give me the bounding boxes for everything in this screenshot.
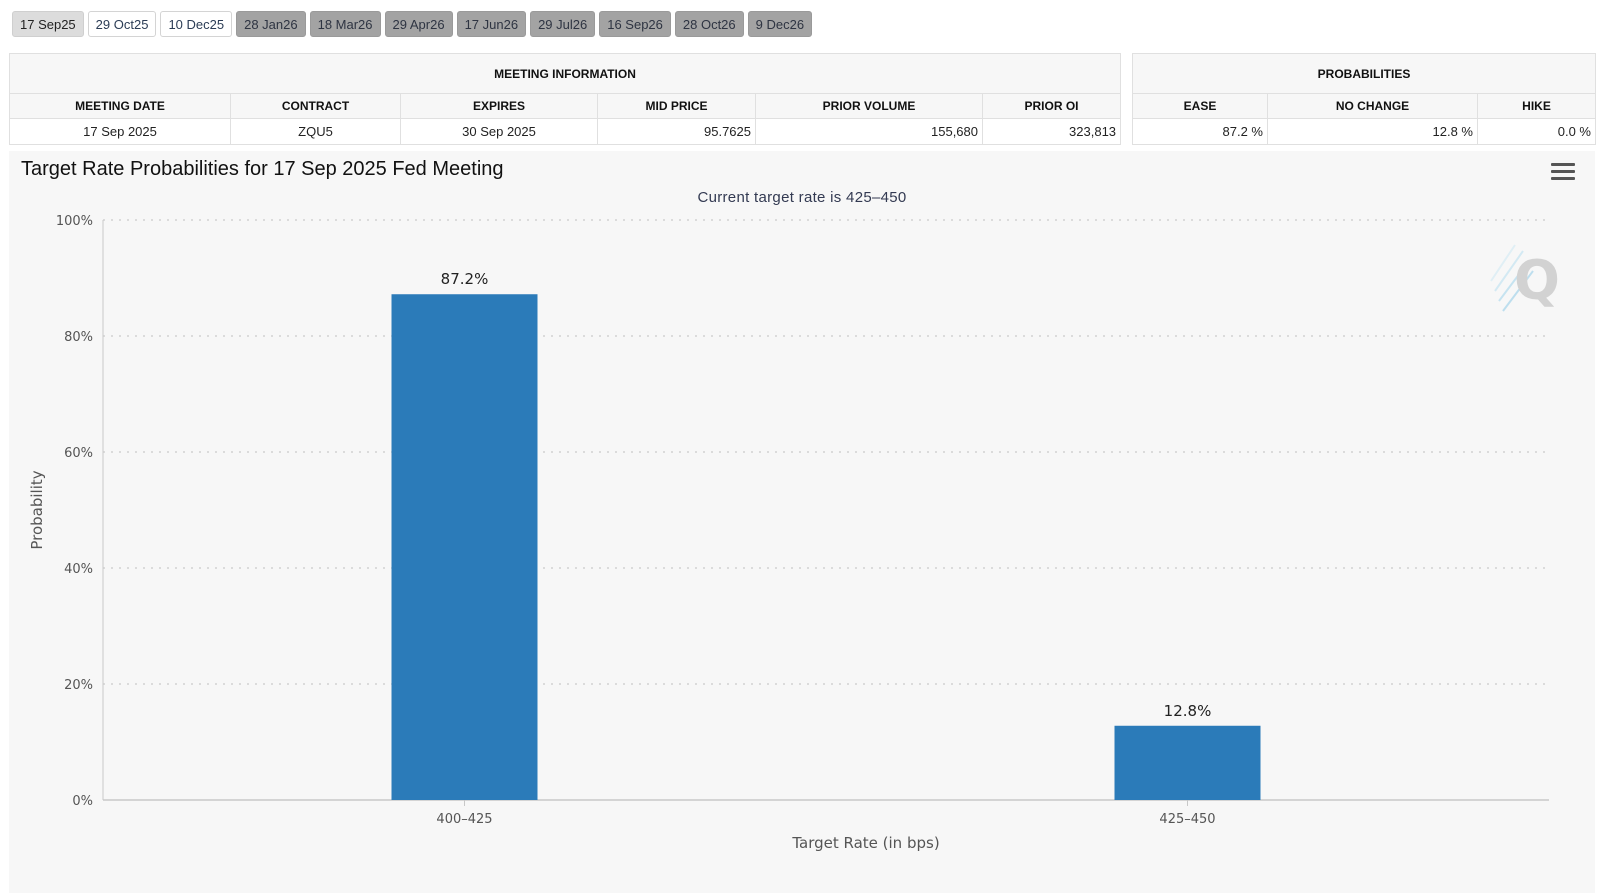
bar-400–425[interactable] — [391, 294, 538, 800]
svg-text:Q: Q — [1514, 249, 1560, 312]
q-logo-watermark: Q — [1490, 244, 1560, 312]
meeting-information-table: MEETING INFORMATION MEETING DATE CONTRAC… — [8, 53, 1122, 145]
header-ease: EASE — [1132, 93, 1268, 119]
chart-title: Target Rate Probabilities for 17 Sep 202… — [21, 158, 504, 180]
no-change-value: 12.8 % — [1267, 118, 1478, 145]
contract-value: ZQU5 — [230, 118, 401, 145]
table-row: 17 Sep 2025 ZQU5 30 Sep 2025 95.7625 155… — [9, 118, 1122, 145]
x-tick-label: 425–450 — [1159, 812, 1215, 827]
y-axis-title: Probability — [28, 470, 46, 549]
y-tick-label: 0% — [72, 794, 93, 809]
x-axis-title: Target Rate (in bps) — [791, 834, 939, 852]
y-tick-label: 80% — [64, 330, 93, 345]
header-prior-oi: PRIOR OI — [981, 93, 1122, 119]
y-tick-label: 60% — [64, 446, 93, 461]
header-mid-price: MID PRICE — [597, 93, 756, 119]
probabilities-table: PROBABILITIES EASE NO CHANGE HIKE 87.2 %… — [1132, 53, 1596, 145]
prior-volume-value: 155,680 — [755, 118, 983, 145]
mid-price-value: 95.7625 — [597, 118, 756, 145]
tab-meeting-9[interactable]: 28 Oct26 — [674, 11, 744, 37]
expires-value: 30 Sep 2025 — [400, 118, 598, 145]
y-tick-label: 20% — [64, 678, 93, 693]
tab-meeting-0[interactable]: 17 Sep25 — [12, 11, 84, 37]
bar-data-label: 12.8% — [1164, 702, 1212, 720]
header-no-change: NO CHANGE — [1267, 93, 1478, 119]
bar-425–450[interactable] — [1114, 725, 1261, 800]
header-contract: CONTRACT — [230, 93, 401, 119]
tab-meeting-10[interactable]: 9 Dec26 — [747, 11, 813, 37]
y-tick-label: 40% — [64, 562, 93, 577]
header-meeting-date: MEETING DATE — [9, 93, 231, 119]
ease-value: 87.2 % — [1132, 118, 1268, 145]
header-hike: HIKE — [1477, 93, 1596, 119]
chart-panel: Target Rate Probabilities for 17 Sep 202… — [9, 151, 1595, 893]
tab-meeting-3[interactable]: 28 Jan26 — [236, 11, 306, 37]
tab-meeting-7[interactable]: 29 Jul26 — [530, 11, 596, 37]
probabilities-title: PROBABILITIES — [1132, 53, 1596, 94]
header-prior-volume: PRIOR VOLUME — [755, 93, 983, 119]
x-tick-label: 400–425 — [436, 812, 492, 827]
bar-data-label: 87.2% — [441, 270, 489, 288]
target-rate-bar-chart: Q 0% 20% 40% 60% 80% 100% 87.2% 400–425 12.8% 425… — [28, 214, 1560, 852]
tab-meeting-8[interactable]: 16 Sep26 — [599, 11, 671, 37]
header-expires: EXPIRES — [400, 93, 598, 119]
tab-meeting-1[interactable]: 29 Oct25 — [87, 11, 157, 37]
prior-oi-value: 323,813 — [981, 118, 1122, 145]
table-row: 87.2 % 12.8 % 0.0 % — [1132, 118, 1596, 145]
meeting-tabs: 17 Sep25 29 Oct25 10 Dec25 28 Jan26 18 Mar26… — [12, 11, 813, 37]
tab-meeting-2[interactable]: 10 Dec25 — [160, 11, 233, 37]
meeting-information-title: MEETING INFORMATION — [8, 53, 1122, 94]
hike-value: 0.0 % — [1477, 118, 1596, 145]
hamburger-menu-icon[interactable] — [1551, 163, 1575, 183]
tab-meeting-6[interactable]: 17 Jun26 — [456, 11, 527, 37]
tab-meeting-4[interactable]: 18 Mar26 — [309, 11, 381, 37]
chart-subtitle: Current target rate is 425–450 — [697, 189, 907, 206]
tab-meeting-5[interactable]: 29 Apr26 — [384, 11, 453, 37]
y-tick-label: 100% — [56, 214, 93, 229]
meeting-date-value: 17 Sep 2025 — [9, 118, 231, 145]
